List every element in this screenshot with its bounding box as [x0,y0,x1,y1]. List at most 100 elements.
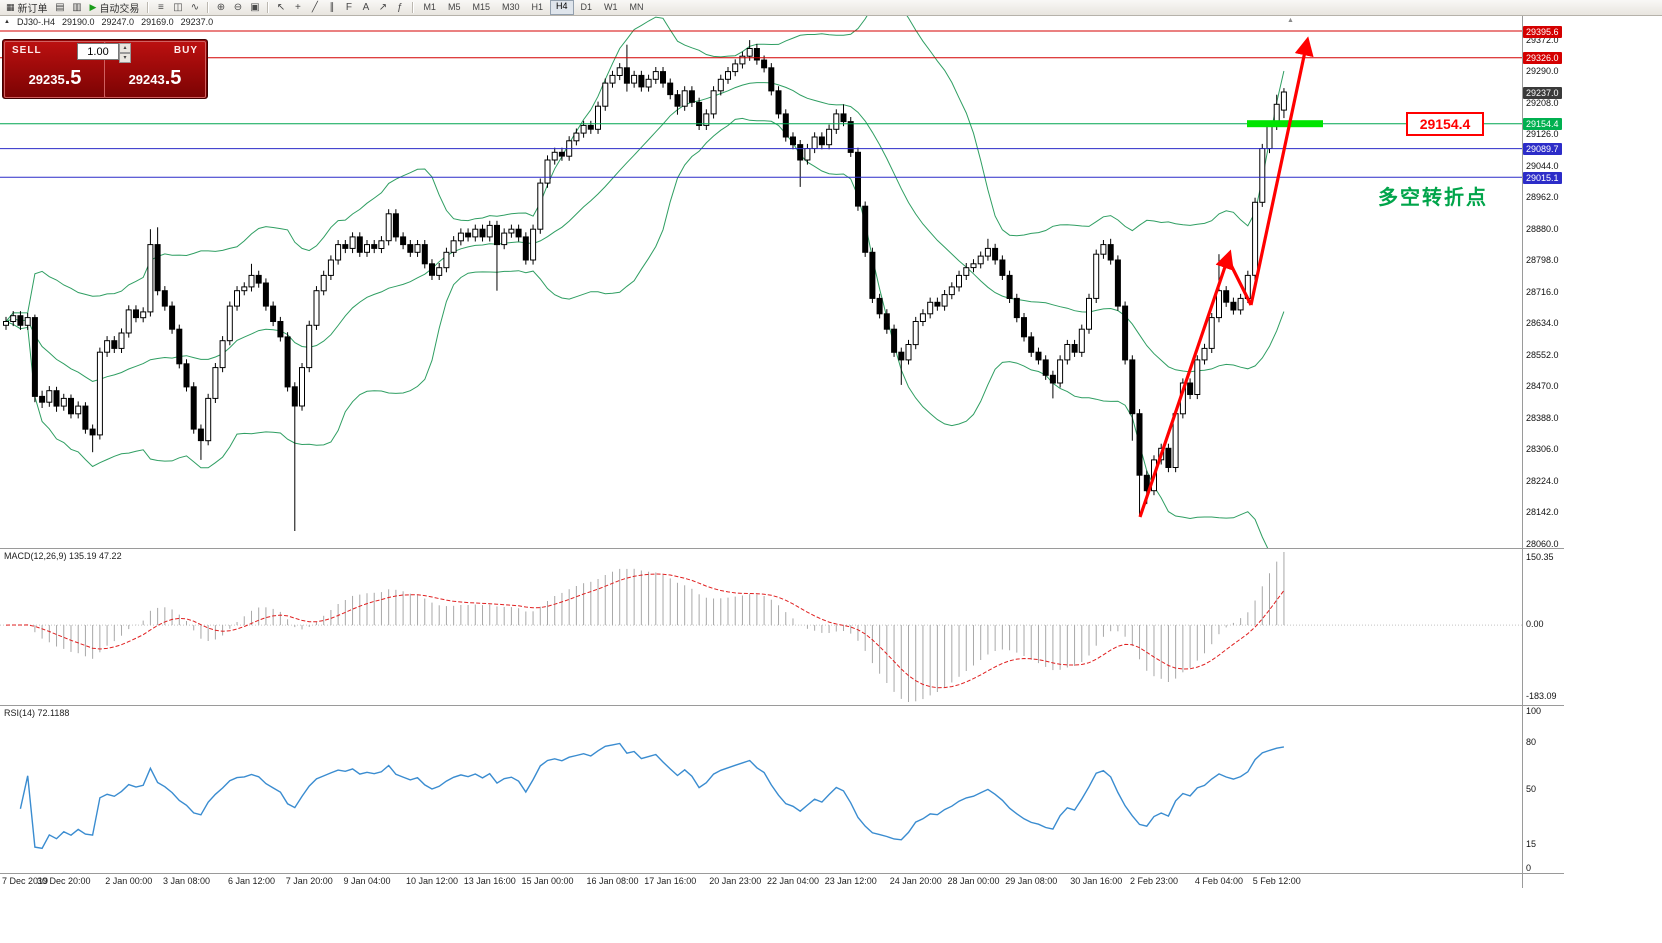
timeframe-button-h4[interactable]: H4 [550,0,574,15]
volume-box: ▴▾ [77,43,133,63]
price-axis-label: 28552.0 [1526,349,1559,360]
time-axis-label: 2 Jan 00:00 [105,876,153,886]
price-level-label[interactable]: 29154.4 [1406,112,1484,136]
price-axis-label: 28798.0 [1526,255,1559,266]
price-axis-label: 29290.0 [1526,66,1559,77]
time-axis-label: 23 Jan 12:00 [824,876,877,886]
macd-axis-label: 150.35 [1526,552,1554,562]
open-value: 29190.0 [61,17,95,27]
time-axis-label: 2 Feb 23:00 [1129,876,1178,886]
price-axis-label: 28142.0 [1526,507,1559,518]
toolbar-separator [267,2,269,13]
price-axis-label: 29126.0 [1526,129,1559,140]
new-order-icon: ▦ [6,2,15,12]
price-axis-highlight-29326.0: 29326.0 [1523,52,1562,65]
time-axis-label: 28 Jan 00:00 [947,876,1000,886]
price-axis-label: 28634.0 [1526,318,1559,329]
data-window-icon[interactable]: ▥ [72,2,82,13]
volume-input[interactable] [77,43,119,60]
macd-panel-chart[interactable] [0,549,1522,705]
toolbar: ▦ 新订单 ▤ ▥ ▶ 自动交易 ≡ ◫ ∿ ⊕ ⊖ ▣ ↖ + ╱ ∥ F A ↗ ƒ M1 M5 M15 M30 H1 H4 D… [0,0,1662,16]
crosshair-icon[interactable]: + [295,2,301,13]
price-axis-label: 28224.0 [1526,475,1559,486]
timeframe-button-h1[interactable]: H1 [531,2,544,12]
price-axis-label: 28388.0 [1526,412,1559,423]
time-axis-label: 7 Jan 20:00 [285,876,333,886]
timeframe-button-mn[interactable]: MN [629,2,644,12]
new-order-button[interactable]: ▦ 新订单 [2,1,52,15]
rsi-axis-label: 100 [1526,706,1542,716]
one-click-trading-panel: SELL 29235.5 BUY 29243.5 ▴▾ [2,39,208,99]
arrow-object-icon[interactable]: ↗ [378,2,388,13]
chart-note-text[interactable]: 多空转折点 [1378,187,1488,209]
low-value: 29169.0 [141,17,174,27]
price-axis[interactable]: 29372.0 29290.0 29208.0 29126.0 29044.0 28962… [1523,15,1567,549]
macd-axis-label: -183.09 [1526,691,1557,701]
price-axis-label: 28060.0 [1526,539,1559,549]
symbol-timeframe-label: DJ30-.H4 [16,17,55,27]
channel-icon[interactable]: ∥ [329,2,335,13]
time-axis-label: 15 Jan 00:00 [521,876,574,886]
autotrading-icon: ▶ [89,2,97,12]
zoom-in-icon[interactable]: ⊕ [216,2,226,13]
trend-arrow-1[interactable] [1138,249,1234,518]
time-axis-label: 30 Jan 16:00 [1070,876,1123,886]
buy-price: 29243.5 [128,67,182,89]
price-axis-label: 29044.0 [1526,160,1559,171]
volume-spinner: ▴ ▾ [119,43,131,63]
toolbar-separator [147,2,149,13]
tile-windows-icon[interactable]: ▣ [250,2,260,13]
rsi-panel-chart[interactable] [0,706,1522,873]
buy-label: BUY [173,45,198,56]
toolbar-separator [412,2,414,13]
cursor-icon[interactable]: ↖ [276,2,286,13]
rsi-line [19,742,1285,850]
price-axis-label: 28716.0 [1526,286,1559,297]
macd-indicator-label: MACD(12,26,9) 135.19 47.22 [4,551,122,561]
autotrading-button[interactable]: ▶ 自动交易 [86,1,144,15]
macd-axis: 150.35 0.00 -183.09 [1523,549,1567,705]
bollinger-lower-band [5,117,1269,548]
time-axis-label: 5 Feb 12:00 [1252,876,1301,886]
price-axis-highlight-29395.6: 29395.6 [1523,25,1562,38]
rsi-axis-label: 15 [1526,839,1537,850]
text-label-icon[interactable]: A [362,2,370,13]
price-axis-label: 28880.0 [1526,223,1559,234]
candlestick-chart-icon[interactable]: ◫ [173,2,183,13]
trend-arrow-3[interactable] [1249,36,1314,306]
time-axis-label: 24 Jan 20:00 [889,876,942,886]
trendline-icon[interactable]: ╱ [311,2,318,13]
price-axis-label: 29372.0 [1526,34,1559,45]
add-indicator-icon[interactable]: ƒ [397,2,403,13]
timeframe-button-m5[interactable]: M5 [447,2,461,12]
time-axis-label: 16 Jan 08:00 [586,876,639,886]
time-axis-label: 10 Jan 12:00 [405,876,458,886]
time-axis-label: 6 Jan 12:00 [227,876,275,886]
timeframe-button-w1[interactable]: W1 [604,2,618,12]
market-watch-icon[interactable]: ▤ [55,2,65,13]
rsi-axis-label: 0 [1526,863,1532,873]
bar-chart-icon[interactable]: ≡ [158,2,164,13]
price-axis-label: 28962.0 [1526,192,1559,203]
chart-ohlc-header: ▲ DJ30-.H4 29190.0 29247.0 29169.0 29237… [4,17,213,27]
rsi-axis-label: 50 [1526,784,1537,794]
fibonacci-icon[interactable]: F [345,2,352,13]
time-axis-label: 7 Dec 2019 [2,876,49,886]
time-axis[interactable]: 7 Dec 2019 30 Dec 20:00 2 Jan 00:00 3 Jan 0… [0,876,1522,890]
volume-up-icon[interactable]: ▴ [119,43,131,53]
timeframe-button-d1[interactable]: D1 [580,2,593,12]
volume-down-icon[interactable]: ▾ [119,53,131,63]
timeframe-button-m30[interactable]: M30 [501,2,520,12]
level-highlight-bar[interactable] [1247,120,1323,128]
panel-separator [0,873,1564,874]
new-order-button-label: 新订单 [17,4,48,15]
timeframe-button-m15[interactable]: M15 [472,2,490,12]
main-chart[interactable] [0,15,1522,548]
trend-arrow-2[interactable] [1227,260,1253,306]
timeframe-button-m1[interactable]: M1 [423,2,436,12]
line-chart-icon[interactable]: ∿ [190,2,200,13]
zoom-out-icon[interactable]: ⊖ [233,2,243,13]
rsi-axis: 100 80 50 15 0 [1523,706,1567,873]
chart-shift-icon[interactable]: ▲ [1287,17,1294,24]
